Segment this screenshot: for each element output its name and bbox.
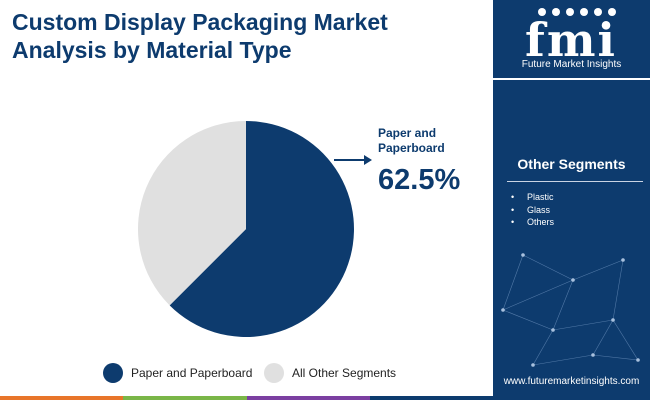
fmi-logo-icon: fmi <box>525 8 617 67</box>
website-url: www.futuremarketinsights.com <box>503 376 640 387</box>
bar-segment <box>123 396 247 400</box>
callout-label: Paper and Paperboard <box>378 126 445 155</box>
legend-label: Paper and Paperboard <box>131 366 253 380</box>
segment-item: Glass <box>511 204 554 217</box>
segments-title: Other Segments <box>517 156 626 172</box>
svg-text:fmi: fmi <box>525 13 617 67</box>
legend-item-paper: Paper and Paperboard <box>103 362 252 384</box>
segments-underline <box>507 181 643 182</box>
chart-panel: Custom Display Packaging Market Analysis… <box>0 9 493 400</box>
legend-swatch <box>264 363 284 383</box>
bar-segment <box>246 396 370 400</box>
legend-label: All Other Segments <box>292 366 397 380</box>
chart-legend: Paper and Paperboard All Other Segments <box>0 362 493 386</box>
bottom-color-bar <box>0 396 493 400</box>
divider <box>493 78 650 80</box>
sidebar: fmi Future Market Insights Other Segment… <box>493 0 650 400</box>
network-decoration-icon <box>501 253 640 367</box>
legend-item-others: All Other Segments <box>264 362 396 384</box>
legend-swatch <box>103 363 123 383</box>
segment-item: Plastic <box>511 191 554 204</box>
pie-slice-all-other-segments <box>137 120 246 306</box>
callout-value: 62.5% <box>378 164 461 196</box>
pie-slice-paper-and-paperboard <box>169 121 354 337</box>
segment-item: Others <box>511 216 554 229</box>
bar-segment <box>369 396 493 400</box>
brand-name: Future Market Insights <box>521 59 622 70</box>
bar-segment <box>0 396 124 400</box>
chart-title: Custom Display Packaging Market Analysis… <box>12 9 388 63</box>
segments-list: Plastic Glass Others <box>511 191 554 229</box>
callout-arrow-icon <box>334 155 372 165</box>
pie-chart <box>137 120 354 337</box>
